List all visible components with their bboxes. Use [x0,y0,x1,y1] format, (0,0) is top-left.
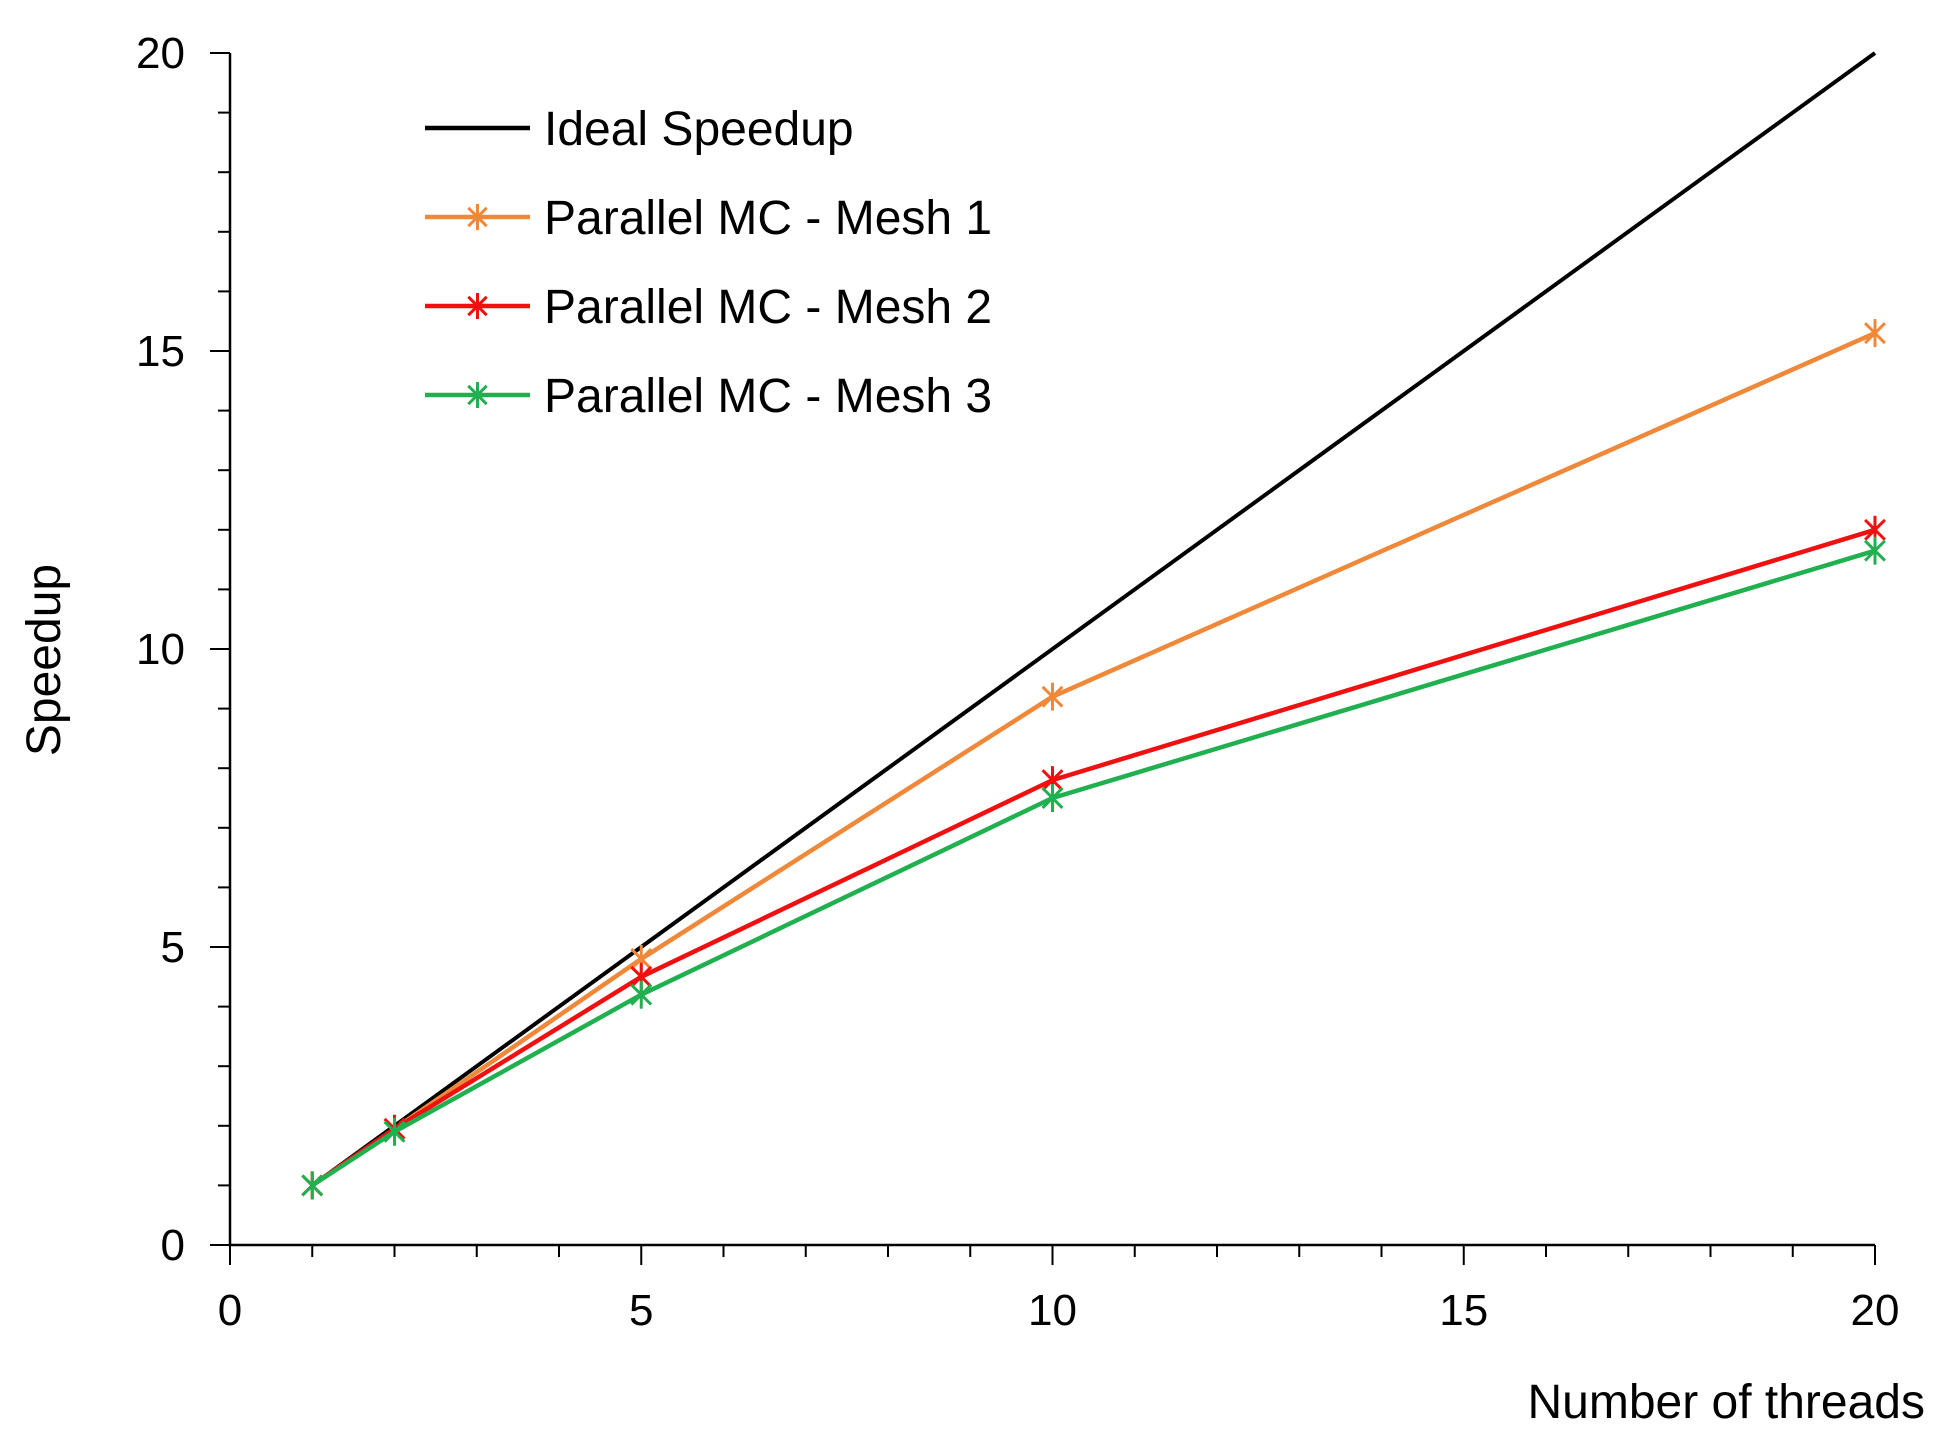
legend-label: Parallel MC - Mesh 3 [544,370,992,423]
legend: Ideal Speedup Parallel MC - Mesh 1 Paralle… [425,103,992,423]
data-point [1041,682,1064,711]
series-line [311,51,1877,1188]
axes: 0 5 10 15 20 0 5 10 15 20 [136,29,1899,1335]
series-1 [311,51,1877,1188]
series-line [311,548,1876,1188]
y-tick-label: 20 [136,29,185,78]
legend-marker [467,382,488,408]
x-tick-label: 15 [1439,1286,1488,1335]
x-tick-label: 5 [629,1286,653,1335]
data-point [301,1171,324,1200]
series-layer [301,51,1886,1200]
legend-label: Parallel MC - Mesh 2 [544,281,992,334]
legend-marker [467,293,488,319]
legend-item: Parallel MC - Mesh 2 [425,281,992,334]
data-point [630,980,653,1009]
y-tick-label: 10 [136,625,185,674]
y-tick-label: 15 [136,327,185,376]
x-axis-title: Number of threads [1527,1376,1925,1429]
x-tick-label: 10 [1028,1286,1077,1335]
data-point [1864,319,1886,348]
legend-item: Parallel MC - Mesh 1 [425,192,992,245]
series-4 [301,536,1886,1200]
legend-label: Parallel MC - Mesh 1 [544,192,992,245]
y-tick-label: 0 [161,1221,185,1270]
series-2 [301,319,1886,1200]
legend-label: Ideal Speedup [544,103,854,156]
data-point [1864,536,1886,565]
x-tick-label: 20 [1851,1286,1900,1335]
data-point [1041,784,1064,812]
legend-item: Ideal Speedup [425,103,854,156]
legend-item: Parallel MC - Mesh 3 [425,370,992,423]
y-axis-title: Speedup [18,564,71,756]
series-line [310,331,1876,1188]
x-tick-label: 0 [218,1286,242,1335]
y-tick-label: 5 [161,923,185,972]
legend-marker [467,204,488,230]
series-line [310,527,1876,1188]
data-point [383,1117,406,1146]
